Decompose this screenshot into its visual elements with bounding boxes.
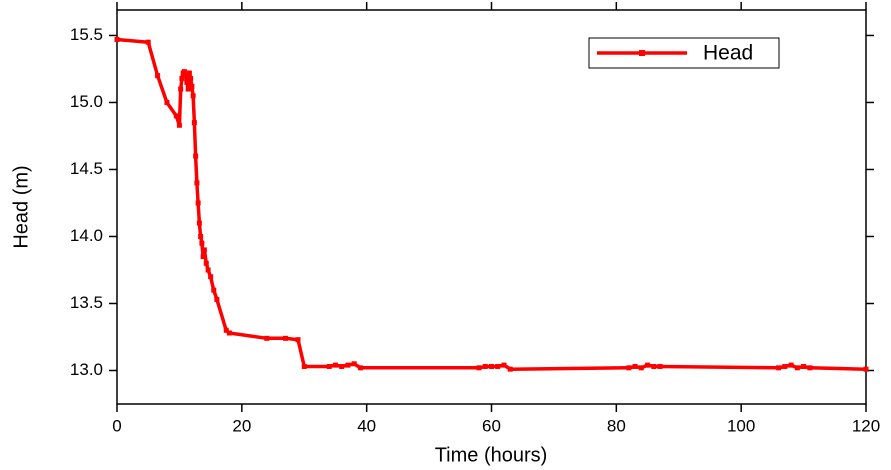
data-marker	[339, 363, 345, 369]
data-marker	[178, 86, 184, 92]
y-tick-label: 15.5	[70, 25, 103, 44]
data-marker	[199, 240, 205, 246]
x-tick-label: 40	[357, 416, 376, 435]
data-marker	[283, 335, 289, 341]
data-marker	[226, 330, 232, 336]
data-marker	[196, 220, 202, 226]
data-marker	[191, 120, 197, 126]
data-marker	[200, 254, 206, 260]
data-marker	[301, 363, 307, 369]
data-marker	[114, 36, 120, 42]
data-marker	[181, 69, 187, 75]
data-line	[116, 37, 867, 371]
data-marker	[782, 363, 788, 369]
y-tick-label: 14.5	[70, 159, 103, 178]
data-marker	[211, 287, 217, 293]
data-marker	[788, 362, 794, 368]
data-marker	[145, 39, 151, 45]
data-marker	[155, 73, 161, 79]
data-marker	[203, 260, 209, 266]
x-tick-label: 60	[482, 416, 501, 435]
data-marker	[189, 83, 195, 89]
data-marker	[638, 365, 644, 371]
x-tick-label: 120	[852, 416, 880, 435]
legend-label: Head	[703, 42, 753, 65]
data-marker	[208, 274, 214, 280]
data-marker	[489, 363, 494, 369]
x-tick-label: 0	[112, 416, 121, 435]
data-marker	[184, 79, 190, 85]
data-marker	[801, 363, 807, 369]
data-marker	[776, 365, 782, 371]
data-marker	[194, 180, 200, 186]
data-marker	[179, 75, 185, 81]
data-marker	[476, 365, 482, 371]
data-marker	[190, 93, 196, 99]
data-marker	[332, 362, 338, 368]
data-marker	[214, 296, 220, 302]
data-marker	[807, 365, 813, 371]
data-marker	[193, 153, 199, 159]
data-marker	[357, 365, 363, 371]
data-marker	[186, 70, 192, 76]
data-marker	[183, 73, 189, 79]
y-tick-label: 14.0	[70, 226, 103, 245]
data-marker	[295, 337, 301, 343]
data-marker	[264, 335, 270, 341]
x-tick-label: 100	[727, 416, 755, 435]
data-marker	[863, 366, 869, 372]
data-marker	[482, 363, 488, 369]
data-marker	[651, 363, 657, 369]
data-marker	[195, 200, 201, 206]
data-marker	[626, 365, 632, 371]
y-tick-label: 13.0	[70, 360, 103, 379]
data-marker	[507, 366, 513, 372]
x-axis-title: Time (hours)	[435, 444, 548, 466]
data-marker	[351, 361, 357, 367]
data-marker	[188, 75, 194, 81]
data-marker	[501, 362, 507, 368]
data-marker	[185, 86, 191, 92]
data-marker	[205, 267, 211, 273]
data-marker	[657, 363, 663, 369]
data-marker	[632, 363, 638, 369]
x-tick-label: 80	[607, 416, 626, 435]
data-marker	[198, 233, 204, 239]
data-marker	[495, 363, 501, 369]
data-marker	[164, 99, 170, 105]
legend-marker	[639, 50, 645, 56]
data-marker	[176, 122, 182, 128]
y-tick-label: 13.5	[70, 293, 103, 312]
y-axis-title: Head (m)	[10, 165, 32, 248]
data-marker	[794, 365, 800, 371]
x-tick-label: 20	[232, 416, 251, 435]
data-marker	[173, 113, 179, 119]
data-marker	[645, 362, 651, 368]
data-marker	[326, 363, 332, 369]
data-marker	[201, 247, 207, 253]
data-marker	[345, 362, 351, 368]
y-tick-label: 15.0	[70, 92, 103, 111]
data-marker	[223, 327, 229, 333]
plot-frame	[116, 9, 867, 405]
